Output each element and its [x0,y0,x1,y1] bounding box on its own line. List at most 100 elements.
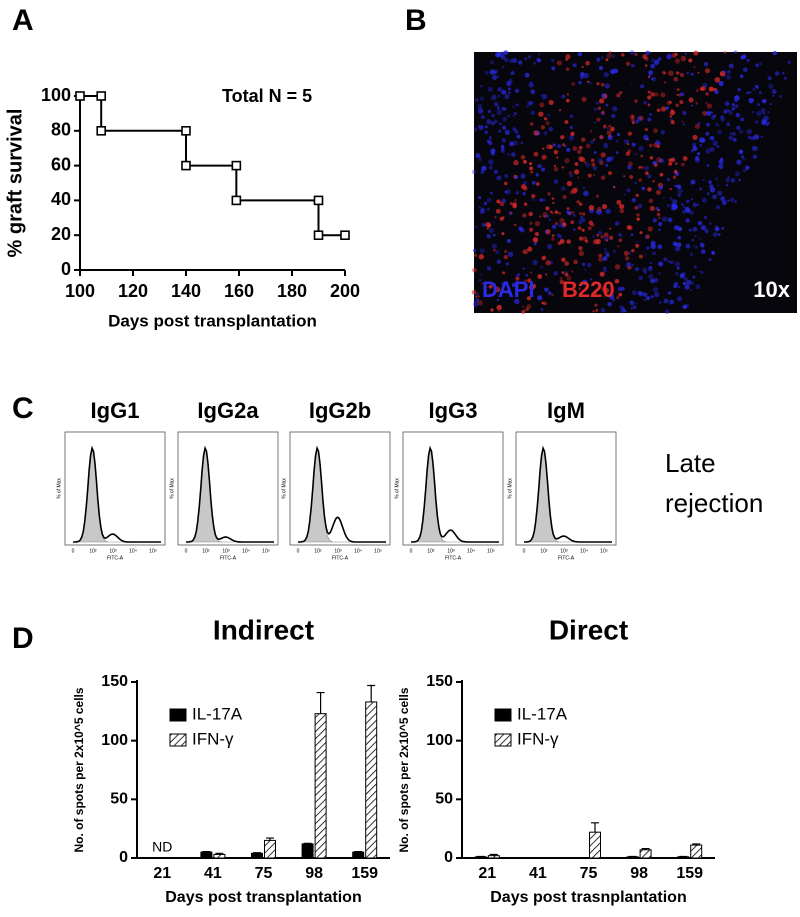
cell [573,63,577,67]
cell [558,235,561,238]
cell [640,84,644,88]
cell [547,244,552,249]
cell [598,106,602,110]
channel-label: B220 [562,277,615,302]
cell [564,120,568,124]
cell [493,234,496,237]
cell [699,237,701,239]
cell [759,62,762,65]
cell [581,137,585,141]
cell [538,112,543,117]
cell [559,109,561,111]
cell [698,270,700,272]
x-tick-label: 41 [529,865,547,882]
marker [232,196,240,204]
flow-xlabel: FITC-A [558,555,575,561]
cell [688,58,692,62]
cell [674,170,677,173]
cell [619,204,624,209]
cell [502,199,506,203]
cell [516,134,520,138]
cell [700,271,703,274]
cell [599,98,604,103]
flow-title: IgG3 [429,398,478,423]
cell [512,204,517,209]
cell [652,251,656,255]
cell [592,310,594,312]
cell [485,222,490,227]
cell [697,152,700,155]
cell [489,228,494,233]
cell [716,205,720,209]
cell [739,129,743,133]
cell [689,229,692,232]
cell [504,250,507,253]
cell [645,128,648,131]
cell [493,249,495,251]
cell [525,307,529,311]
cell [589,82,592,85]
bar [640,850,651,858]
cell [532,198,535,201]
y-tick-label: 100 [101,732,128,749]
legend-swatch [495,734,511,746]
y-tick-label: 60 [51,154,71,174]
cell [631,233,634,236]
cell [486,119,491,124]
cell [588,173,592,177]
cell [487,228,489,230]
cell [700,243,705,248]
cell [705,148,710,153]
cell [605,83,610,88]
cell [647,187,651,191]
cell [705,68,710,73]
cell [591,223,594,226]
cell [734,95,740,101]
cell [582,97,587,102]
bar [353,852,364,858]
cell [743,169,746,172]
cell [487,266,491,270]
cell [694,235,696,237]
cell [571,270,573,272]
y-tick-label: 100 [41,85,71,105]
cell [613,250,616,253]
flow-xtick: 10³ [334,548,342,554]
cell [473,249,476,252]
cell [562,166,564,168]
cell [588,226,592,230]
cell [668,70,674,76]
cell [551,294,554,297]
cell [611,114,615,118]
cell [533,260,538,265]
flow-xlabel: FITC-A [332,555,349,561]
cell [632,121,635,124]
cell [549,218,552,221]
cell [561,186,566,191]
cell [601,136,603,138]
flow-xtick: 10² [427,548,435,554]
cell [573,260,578,265]
cell [488,141,492,145]
cell [599,66,603,70]
cell [658,209,660,211]
cell [715,177,717,179]
cell [514,130,518,134]
cell [675,262,680,267]
cell [551,66,555,70]
cell [664,299,669,304]
cell [632,264,634,266]
x-tick-label: 160 [224,281,254,301]
cell [542,148,544,150]
cell [615,264,620,269]
cell [529,82,534,87]
cell [605,239,608,242]
y-tick-label: 0 [61,259,71,279]
cell [692,276,695,279]
cell [534,242,537,245]
cell [474,127,478,131]
flow-xtick: 10⁵ [374,548,382,554]
panel-letter: D [12,622,34,655]
bar [265,840,276,858]
cell [681,163,685,167]
